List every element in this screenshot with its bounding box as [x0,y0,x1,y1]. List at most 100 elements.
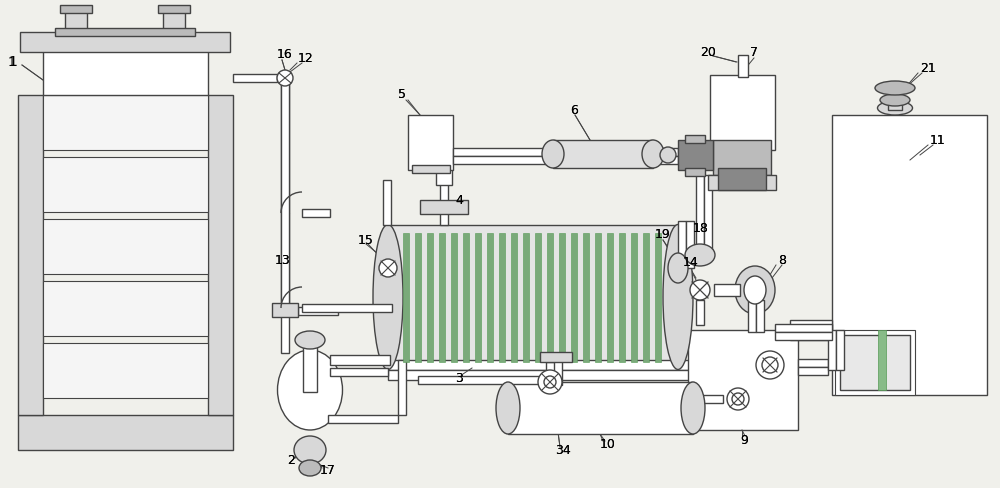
Bar [281,303,289,353]
Bar [546,362,554,385]
Bar [891,88,899,102]
Bar [523,233,529,362]
Bar [303,340,317,392]
Text: 10: 10 [600,439,616,451]
Bar [798,359,828,367]
Circle shape [379,259,397,277]
Bar [55,28,195,36]
Bar [704,175,712,255]
Bar [756,300,764,332]
Circle shape [727,388,749,410]
Bar [233,74,277,82]
Text: 14: 14 [683,256,699,268]
Bar [631,233,637,362]
Bar [60,5,92,13]
Bar [65,10,87,32]
Bar [595,233,601,362]
Text: 6: 6 [570,103,578,117]
Ellipse shape [299,460,321,476]
Ellipse shape [880,94,910,106]
Text: 6: 6 [570,103,578,117]
Ellipse shape [878,101,912,115]
Text: 18: 18 [693,222,709,235]
Text: 17: 17 [320,464,336,476]
Bar [330,368,388,376]
Circle shape [732,393,744,405]
Bar [678,140,713,170]
Text: 1: 1 [8,56,16,68]
Bar [828,330,836,370]
Bar [412,165,450,173]
Bar [383,180,391,225]
Bar [559,233,565,362]
Bar [281,213,289,313]
Bar [208,95,233,415]
Bar [571,233,577,362]
Text: 11: 11 [930,134,946,146]
Bar [439,233,445,362]
Bar [427,233,433,362]
Circle shape [756,351,784,379]
Bar [43,50,208,95]
Bar [696,175,704,255]
Bar [43,157,208,212]
Bar [688,330,798,430]
Bar [708,175,776,190]
Bar [655,233,661,362]
Bar [415,233,421,362]
Bar [453,148,553,156]
Bar [43,95,208,150]
Bar [388,370,738,380]
Ellipse shape [496,382,520,434]
Text: 19: 19 [655,228,671,242]
Bar [163,10,185,32]
Text: 18: 18 [693,222,709,235]
Circle shape [690,280,710,300]
Bar [408,115,453,170]
Bar [713,140,771,175]
Bar [511,233,517,362]
Bar [43,281,208,336]
Text: 13: 13 [275,253,291,266]
Text: 16: 16 [277,48,293,61]
Text: 20: 20 [700,45,716,59]
Text: 7: 7 [750,45,758,59]
Text: 14: 14 [683,256,699,268]
Bar [18,415,233,450]
Bar [18,95,43,415]
Text: 10: 10 [600,439,616,451]
Bar [398,360,406,415]
Bar [43,219,208,274]
Bar [607,233,613,362]
Bar [686,221,694,268]
Text: 4: 4 [455,194,463,206]
Bar [693,395,723,403]
Ellipse shape [663,224,693,369]
Bar [714,284,740,296]
Bar [738,55,748,77]
Text: 2: 2 [287,453,295,467]
Text: 19: 19 [655,228,671,242]
Bar [547,233,553,362]
Bar [418,376,550,384]
Bar [836,330,844,370]
Text: 5: 5 [398,88,406,102]
Circle shape [544,376,556,388]
Bar [718,168,766,190]
Bar [888,100,902,110]
Bar [678,221,686,268]
Bar [619,233,625,362]
Bar [298,307,338,315]
Ellipse shape [744,276,766,304]
Bar [798,367,828,375]
Circle shape [660,147,676,163]
Bar [878,330,886,390]
Bar [388,225,678,370]
Text: 8: 8 [778,253,786,266]
Text: 12: 12 [298,52,314,64]
Bar [685,168,705,176]
Text: 2: 2 [287,453,295,467]
Bar [653,156,678,164]
Bar [302,209,330,217]
Text: 9: 9 [740,433,748,447]
